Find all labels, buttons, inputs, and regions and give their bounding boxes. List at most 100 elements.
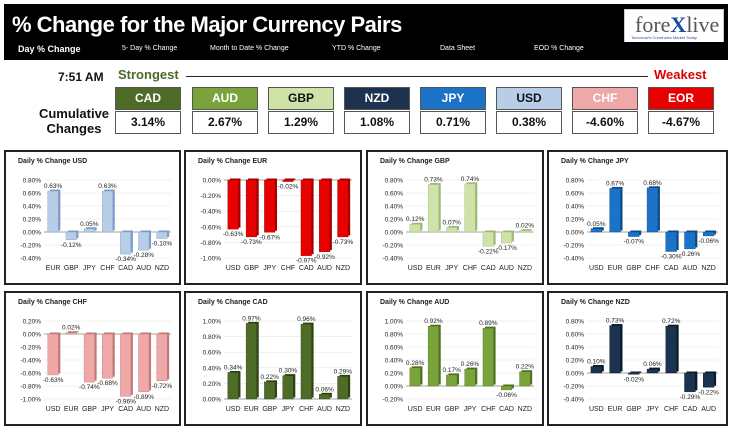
- x-category-label: NZD: [518, 265, 532, 272]
- bar-gbp: [628, 231, 640, 237]
- y-tick-label: 0.80%: [385, 178, 404, 185]
- y-tick-label: 1.00%: [385, 319, 404, 326]
- bar-usd: [590, 228, 602, 233]
- x-category-label: CAD: [499, 406, 514, 413]
- y-tick-label: 0.60%: [385, 191, 404, 198]
- currency-change-cad: 3.14%: [115, 111, 181, 134]
- data-label: -0.07%: [623, 239, 644, 246]
- data-label: -0.63%: [43, 377, 64, 384]
- forexlive-logo[interactable]: foreXlive Tomorrow's Currencies Market T…: [624, 9, 724, 45]
- x-category-label: GBP: [626, 265, 641, 272]
- x-category-label: CHF: [664, 406, 678, 413]
- x-category-label: CAD: [664, 265, 679, 272]
- bar-eur: [427, 184, 439, 233]
- tab-ytd-change[interactable]: YTD % Change: [332, 45, 381, 52]
- x-category-label: EUR: [64, 406, 79, 413]
- timestamp: 7:51 AM: [58, 70, 104, 84]
- y-tick-label: -0.80%: [20, 384, 41, 391]
- bar-gbp: [245, 179, 257, 238]
- currency-change-chf: -4.60%: [572, 111, 638, 134]
- data-label: 0.74%: [461, 176, 480, 183]
- bar-chart-nzd: 0.80% 0.60% 0.40% 0.20% 0.00% -0.20% -0.40% 0.1…: [563, 318, 719, 413]
- currency-change-usd: 0.38%: [496, 111, 562, 134]
- data-label: 0.06%: [315, 386, 334, 393]
- x-category-label: AUD: [499, 265, 514, 272]
- logo-wordmark: foreXlive: [635, 12, 720, 37]
- currency-change-eor: -4.67%: [648, 111, 714, 134]
- x-category-label: CHF: [463, 265, 477, 272]
- x-category-label: GBP: [64, 265, 79, 272]
- currency-badge-aud: AUD: [192, 87, 258, 110]
- x-category-label: CHF: [100, 265, 114, 272]
- y-tick-label: 0.60%: [566, 332, 585, 339]
- x-category-label: EUR: [608, 406, 623, 413]
- bar-usd: [409, 223, 421, 233]
- data-label: -0.22%: [698, 389, 719, 396]
- bar-aud: [501, 231, 513, 244]
- y-tick-label: 0.20%: [23, 217, 42, 224]
- y-tick-label: 0.00%: [385, 384, 404, 391]
- data-label: -0.22%: [478, 248, 499, 255]
- y-tick-label: 0.40%: [385, 204, 404, 211]
- y-tick-label: 0.20%: [23, 319, 42, 326]
- y-tick-label: 0.80%: [566, 319, 585, 326]
- bar-usd: [47, 333, 59, 376]
- tab-data-sheet[interactable]: Data Sheet: [440, 45, 476, 52]
- bar-aud: [319, 179, 331, 252]
- data-label: 0.67%: [606, 180, 625, 187]
- data-label: 0.28%: [406, 360, 425, 367]
- bar-chart-eur: 0.00% -0.20% -0.40% -0.60% -0.80% -1.00% -0.63…: [200, 178, 354, 273]
- chart-title: Daily % Change USD: [18, 158, 88, 165]
- x-category-label: JPY: [646, 406, 659, 413]
- data-label: -0.02%: [278, 184, 299, 191]
- data-label: 0.05%: [587, 221, 606, 228]
- x-category-label: AUD: [317, 265, 332, 272]
- data-label: -0.63%: [223, 231, 244, 238]
- y-tick-label: -0.20%: [563, 243, 584, 250]
- chart-panel-chf: Daily % Change CHF 0.20% 0.00% -0.20% -0.40…: [4, 291, 181, 426]
- tab-day-change[interactable]: Day % Change: [18, 44, 81, 54]
- currency-change-nzd: 1.08%: [344, 111, 410, 134]
- bar-gbp: [628, 372, 640, 375]
- chart-panel-cad: Daily % Change CAD 1.00% 0.80% 0.60% 0.40% 0…: [184, 291, 362, 426]
- y-tick-label: 0.40%: [566, 204, 585, 211]
- y-tick-label: 0.20%: [566, 358, 585, 365]
- data-label: 0.73%: [606, 318, 625, 325]
- x-category-label: CAD: [299, 265, 314, 272]
- tab-5-day-change[interactable]: 5- Day % Change: [122, 45, 178, 52]
- x-category-label: NZD: [336, 406, 350, 413]
- bar-nzd: [337, 179, 349, 238]
- chart-title: Daily % Change CHF: [18, 299, 87, 306]
- bar-cad: [684, 372, 696, 393]
- x-category-label: CHF: [645, 265, 659, 272]
- data-label: 0.63%: [44, 183, 63, 190]
- tab-eod-change[interactable]: EOD % Change: [534, 45, 584, 52]
- bar-chart-jpy: 0.80% 0.60% 0.40% 0.20% 0.00% -0.20% -0.40% 0.0…: [563, 178, 719, 273]
- bar-cad: [300, 179, 312, 256]
- x-category-label: AUD: [317, 406, 332, 413]
- chart-title: Daily % Change JPY: [561, 158, 629, 165]
- x-category-label: USD: [589, 406, 604, 413]
- tab-month-to-date[interactable]: Month to Date % Change: [210, 45, 289, 52]
- data-label: -0.73%: [333, 239, 354, 246]
- chart-panel-usd: Daily % Change USD 0.80% 0.60% 0.40% 0.20% 0…: [4, 150, 181, 285]
- data-label: 0.10%: [587, 359, 606, 366]
- page-title: % Change for the Major Currency Pairs: [12, 12, 402, 37]
- data-label: -0.12%: [61, 242, 82, 249]
- bar-jpy: [446, 227, 458, 233]
- x-category-label: NZD: [518, 406, 532, 413]
- bar-chf: [665, 326, 677, 374]
- data-label: 0.07%: [442, 219, 461, 226]
- bar-chart-cad: 1.00% 0.80% 0.60% 0.40% 0.20% 0.00% 0.34% USD 0.…: [203, 315, 353, 413]
- bar-nzd: [156, 333, 168, 381]
- currency-badge-nzd: NZD: [344, 87, 410, 110]
- bar-cad: [665, 231, 677, 252]
- chart-panel-eur: Daily % Change EUR 0.00% -0.20% -0.40% -0.6…: [184, 150, 362, 285]
- y-tick-label: -0.40%: [20, 256, 41, 263]
- x-category-label: USD: [226, 406, 241, 413]
- currency-badge-chf: CHF: [572, 87, 638, 110]
- data-label: -0.72%: [152, 383, 173, 390]
- y-tick-label: -0.20%: [382, 397, 403, 404]
- x-category-label: GBP: [262, 406, 277, 413]
- x-category-label: JPY: [282, 406, 295, 413]
